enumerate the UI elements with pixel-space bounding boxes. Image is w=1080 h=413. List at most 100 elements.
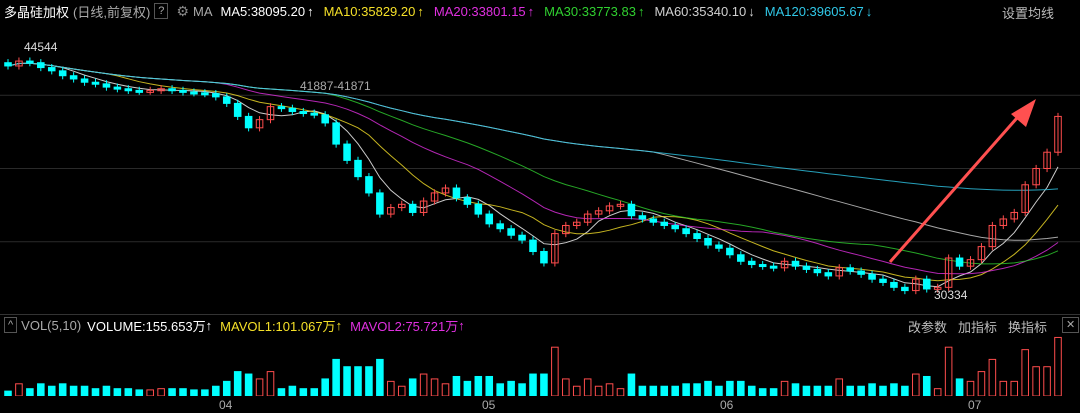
candle-body [660,221,669,226]
volume-bar [857,385,865,396]
volume-bar [529,373,537,396]
candle-body [649,218,658,223]
candle-body [922,278,931,290]
candle-body [179,89,187,93]
volume-bar [354,366,362,396]
gear-icon[interactable]: ⚙ [176,2,189,19]
ma-legend-item: MA20:33801.15 ↑ [433,3,535,19]
mavol2-arrow: ↑ [458,317,465,333]
volume-bar [879,385,887,396]
candle-body [80,78,89,83]
candle-body [1043,151,1051,170]
switch-indicator-button[interactable]: 换指标 [1008,320,1048,335]
volume-bar [80,385,89,396]
candle-body [1010,211,1019,220]
trend-arrow-head [1011,99,1036,127]
volume-bar [835,378,844,396]
candle-body [15,60,23,67]
candle-body [944,257,953,288]
candle-body [321,114,329,124]
candle-body [233,102,242,117]
modify-params-button[interactable]: 改参数 [908,320,948,335]
candle-body [222,96,231,104]
candle-body [999,218,1008,226]
mavol2-value: MAVOL2:75.721万 [350,318,459,334]
mavol1-arrow: ↑ [335,317,343,333]
volume-chart [4,336,1062,396]
volume-bar [463,380,472,396]
chart-subtitle: (日线,前复权) [73,4,151,20]
candle-body [26,60,34,64]
candle-body [802,265,811,270]
volume-value: VOLUME:155.653万 [87,318,206,334]
volume-bar [387,380,395,396]
volume-bar [102,385,111,396]
volume-bar [715,385,723,396]
candle-body [857,270,865,275]
candle-body [102,83,111,88]
volume-bar [562,378,570,396]
volume-bar [594,385,603,396]
x-tick-label: 04 [219,398,233,412]
candle-body [463,197,472,205]
volume-header: ^ VOL(5,10) VOLUME:155.653万 ↑ MAVOL1:101… [0,315,1080,335]
candle-body [726,247,734,256]
candle-body [627,203,636,217]
volume-bar [682,383,690,396]
candle-body [540,251,548,264]
volume-bar [977,371,986,396]
close-icon[interactable]: ✕ [1062,317,1080,333]
volume-bar [496,383,504,396]
volume-bar [135,389,144,396]
help-button[interactable]: ? [154,3,169,19]
volume-bar [1043,366,1051,396]
volume-bar [518,383,526,396]
volume-bar [660,385,669,396]
volume-bar [540,373,548,396]
ma-settings-button[interactable]: 设置均线 [1001,6,1054,21]
volume-bar [441,383,450,396]
chart-header: 多晶硅加权 (日线,前复权) ? ⚙ MA MA5:38095.20 ↑ MA10:… [0,0,1080,22]
candle-body [397,203,406,209]
volume-bar [113,388,122,396]
candle-body [594,210,603,215]
candle-body [583,213,592,223]
volume-bar [572,385,581,396]
candle-body [955,257,964,267]
ma-trend-arrow: ↑ [417,3,424,19]
volume-bar [583,378,592,396]
candle-body [562,224,570,235]
candle-body [890,281,898,288]
volume-bar [769,388,778,396]
volume-bar [868,383,876,396]
volume-bar [1032,366,1040,396]
ma-legend-item: MA5:38095.20 ↑ [220,3,314,19]
ma-trend-arrow: ↓ [748,3,755,19]
volume-bar [343,366,351,396]
candle-body [496,223,504,230]
candle-body [37,62,45,69]
candle-body [912,278,920,292]
volume-bar [737,380,745,396]
volume-bar [365,366,373,396]
volume-bar [397,385,406,396]
candle-body [901,286,909,292]
candle-body [846,267,854,272]
candle-body [529,239,537,253]
collapse-button[interactable]: ^ [4,317,18,333]
candle-body [485,213,494,225]
trend-arrow-line [888,109,1026,263]
candle-body [387,207,395,215]
volume-bar [201,389,209,396]
x-tick-label: 07 [968,398,982,412]
add-indicator-button[interactable]: 加指标 [958,320,998,335]
volume-bar [26,388,34,396]
candle-body [1021,184,1029,213]
instrument-title: 多晶硅加权 [4,4,70,20]
candle-body [47,67,56,72]
candle-body [835,267,844,277]
volume-bar [693,383,701,396]
candle-body [419,200,428,213]
volume-bar [507,380,515,396]
volume-bar [671,385,679,396]
